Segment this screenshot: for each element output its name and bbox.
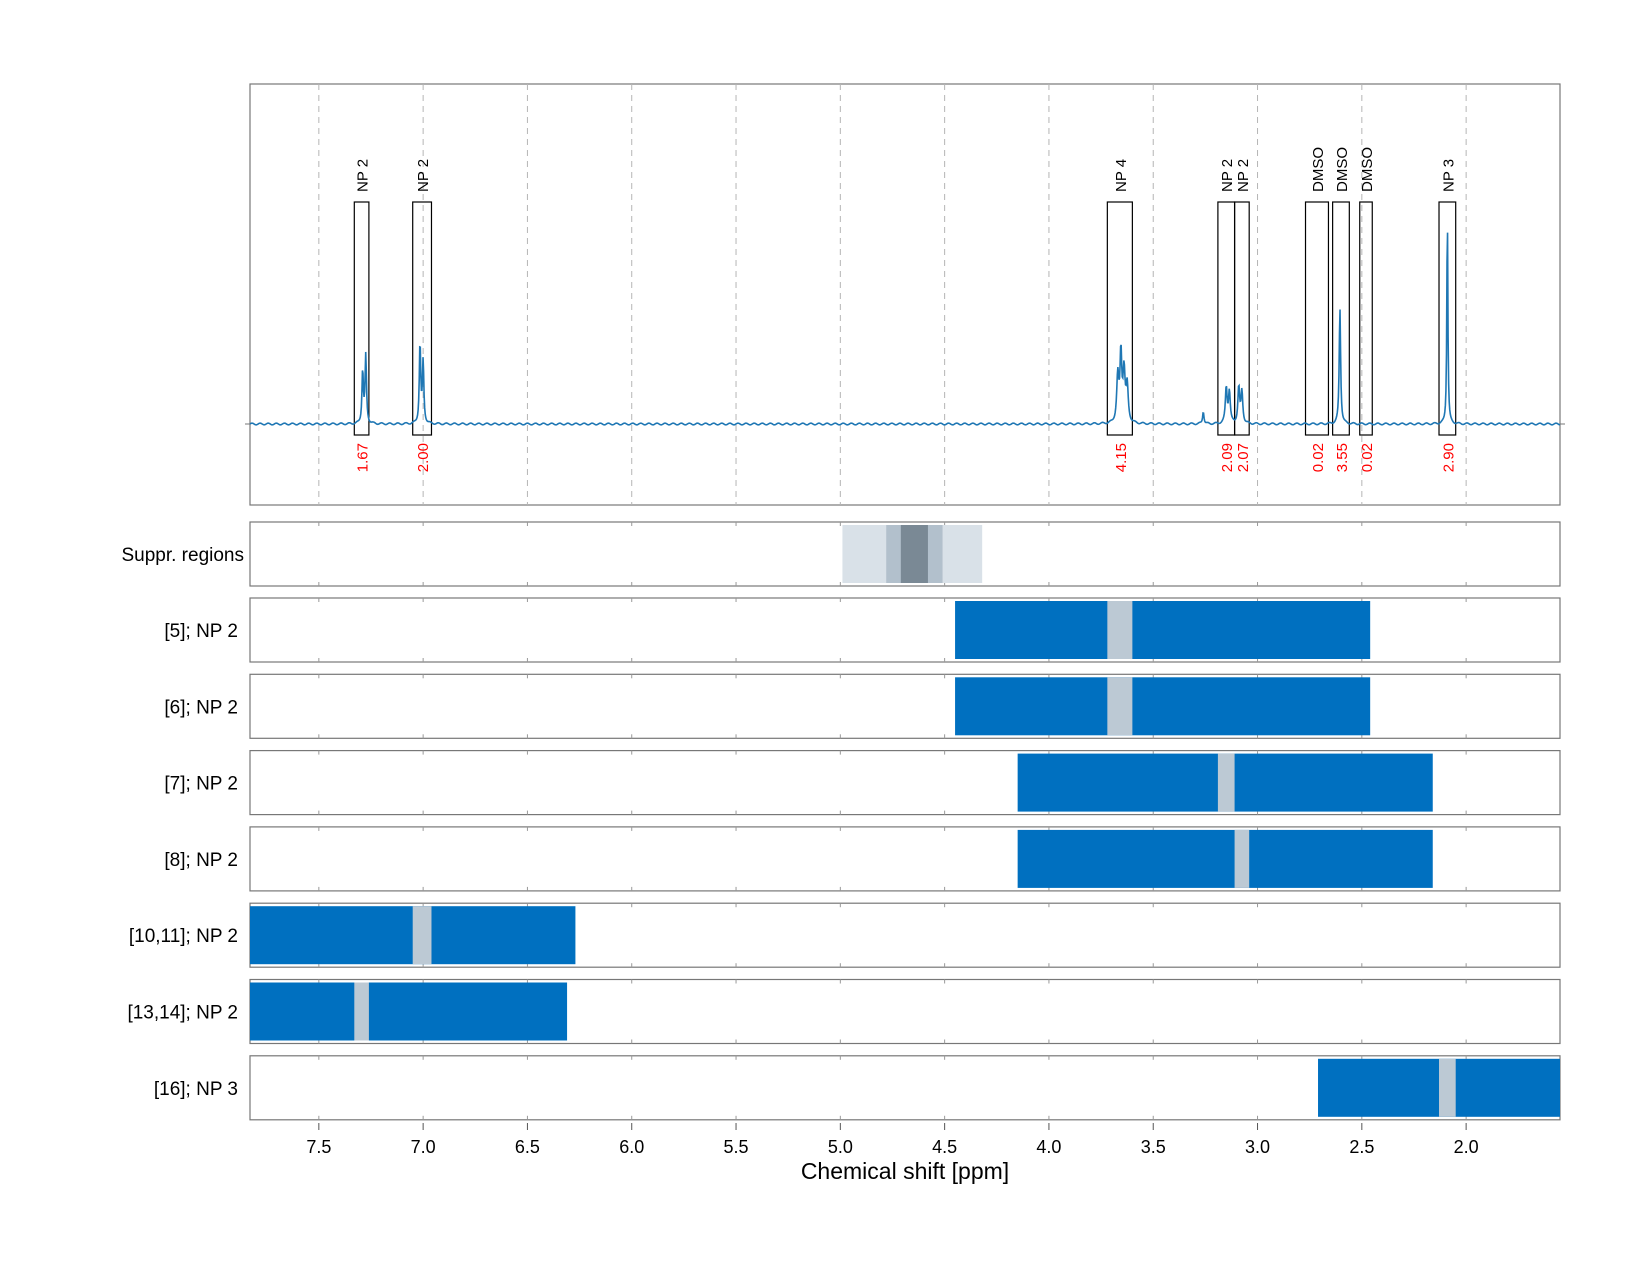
fit-range-signal: [1107, 601, 1133, 659]
integration-box: [1438, 201, 1457, 436]
x-tick-label: 3.5: [1141, 1137, 1166, 1157]
fit-range-signal: [1439, 1058, 1456, 1117]
integral-value: 2.90: [1440, 443, 1457, 472]
integration-box: [1332, 201, 1350, 436]
x-axis: 7.5 7.0 6.5 6.0 5.5 5.0 4.5 4.0 3.5 3.0 2.5 2.0: [306, 1123, 1479, 1157]
integral-value: 4.15: [1113, 443, 1130, 472]
fit-range-signal: [1217, 753, 1235, 812]
spectrum-line: [249, 232, 1561, 426]
x-tick-label: 6.5: [515, 1137, 540, 1157]
fit-range-panels: [5]; NP 2 [6]; NP 2 [7]; NP 2 [8]; NP 2 [10,…: [127, 597, 1561, 1121]
integration-box-label: NP 4: [1113, 159, 1130, 192]
integration-box-label: DMSO: [1359, 147, 1376, 192]
integral-value: 3.55: [1334, 443, 1351, 472]
integration-box-label: NP 2: [1235, 159, 1252, 192]
fit-range-label: [7]; NP 2: [164, 774, 238, 795]
integral-value: 0.02: [1359, 443, 1376, 472]
fit-range-bar: [250, 982, 568, 1041]
spectrum-panel: NP 2 1.67 NP 2 2.00 NP 4 4.15 NP 2 2.09 NP 2 2.07…: [245, 83, 1565, 506]
fit-range-bar: [955, 677, 1371, 736]
x-tick-label: 6.0: [619, 1137, 644, 1157]
x-tick-label: 2.5: [1349, 1137, 1374, 1157]
x-axis-label: Chemical shift [ppm]: [801, 1158, 1009, 1184]
fit-range-label: [16]; NP 3: [154, 1079, 238, 1100]
x-tick-label: 2.0: [1454, 1137, 1479, 1157]
integral-value: 2.07: [1235, 443, 1252, 472]
fit-range-label: [8]; NP 2: [164, 850, 238, 871]
suppression-label: Suppr. regions: [121, 545, 244, 566]
suppression-region: [900, 525, 928, 583]
fit-range-signal: [1234, 829, 1250, 888]
x-tick-label: 5.5: [724, 1137, 749, 1157]
integration-box: [1304, 201, 1330, 436]
x-tick-label: 7.0: [411, 1137, 436, 1157]
x-tick-label: 4.0: [1036, 1137, 1061, 1157]
integration-box-label: DMSO: [1310, 147, 1327, 192]
integration-box-label: NP 2: [415, 159, 432, 192]
integration-box-label: DMSO: [1334, 147, 1351, 192]
integral-value: 2.09: [1219, 443, 1236, 472]
fit-range-label: [5]; NP 2: [164, 621, 238, 642]
integration-box: [1233, 201, 1250, 436]
fit-range-signal: [354, 982, 369, 1041]
fit-range-signal: [412, 906, 432, 965]
integration-box-label: NP 3: [1440, 159, 1457, 192]
integral-value: 1.67: [355, 443, 372, 472]
x-tick-label: 3.0: [1245, 1137, 1270, 1157]
integration-box: [1359, 201, 1373, 436]
suppression-panel: Suppr. regions: [121, 521, 1561, 587]
integration-box: [412, 201, 433, 436]
integration-box: [1106, 201, 1133, 436]
integral-value: 0.02: [1310, 443, 1327, 472]
fit-range-bar: [955, 601, 1371, 659]
fit-range-signal: [1107, 677, 1133, 736]
x-tick-label: 4.5: [932, 1137, 957, 1157]
x-tick-label: 7.5: [306, 1137, 331, 1157]
fit-range-label: [6]; NP 2: [164, 697, 238, 718]
x-tick-label: 5.0: [828, 1137, 853, 1157]
fit-range-label: [13,14]; NP 2: [127, 1003, 238, 1024]
fit-range-bar: [1017, 829, 1433, 888]
integration-box-label: NP 2: [355, 159, 372, 192]
integration-box-label: NP 2: [1219, 159, 1236, 192]
integration-box: [353, 201, 370, 436]
fit-range-label: [10,11]; NP 2: [129, 926, 238, 947]
integral-value: 2.00: [415, 443, 432, 472]
